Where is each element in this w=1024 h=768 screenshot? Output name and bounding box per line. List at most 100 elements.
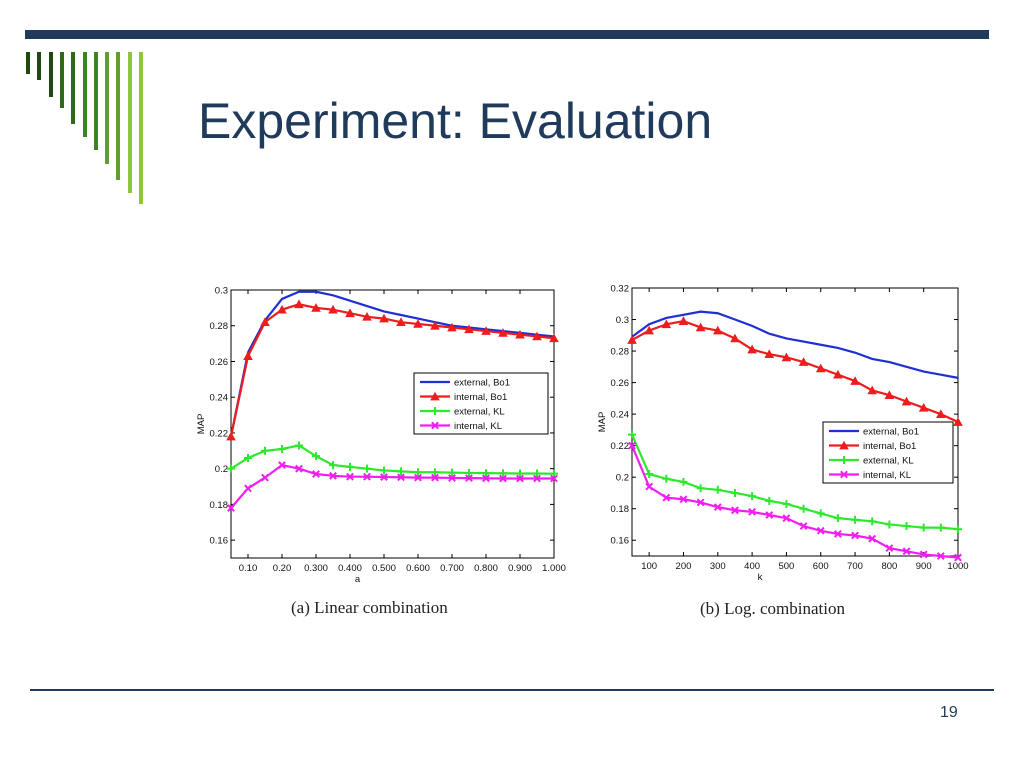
x-marker [448, 474, 456, 482]
plus-marker [312, 452, 320, 461]
slide-title: Experiment: Evaluation [198, 93, 713, 149]
stripe [71, 52, 76, 124]
series-internal-kl [628, 441, 962, 562]
x-marker [482, 474, 490, 483]
y-tick-label: 0.32 [611, 284, 630, 295]
plus-marker [765, 496, 774, 505]
triangle-marker [396, 317, 406, 326]
plus-marker [730, 488, 739, 497]
x-marker [278, 461, 286, 470]
x-marker [499, 474, 507, 483]
top-rule [25, 30, 989, 39]
triangle-marker [226, 431, 236, 441]
y-tick-label: 0.18 [210, 500, 229, 511]
x-tick-label: 1.000 [542, 563, 566, 574]
plus-marker [550, 469, 558, 478]
plus-marker [244, 453, 252, 462]
x-tick-label: 900 [916, 561, 932, 572]
x-tick-label: 800 [881, 561, 897, 572]
stripe [105, 52, 110, 164]
plus-marker [329, 461, 337, 470]
page-number: 19 [940, 704, 958, 721]
x-tick-label: 0.800 [474, 563, 498, 574]
triangle-marker [413, 319, 423, 328]
x-marker [885, 544, 894, 553]
y-tick-label: 0.2 [616, 473, 629, 484]
triangle-marker [362, 312, 372, 321]
x-tick-label: 0.600 [406, 563, 430, 574]
x-marker [261, 473, 269, 482]
x-marker [902, 547, 911, 556]
plus-marker [533, 469, 541, 478]
triangle-marker [379, 313, 389, 323]
stripe [116, 52, 121, 180]
legend-label: internal, Bo1 [454, 392, 507, 403]
triangle-marker [447, 322, 457, 332]
x-tick-label: 400 [744, 561, 760, 572]
legend-label: external, KL [454, 407, 505, 418]
triangle-marker [481, 326, 491, 335]
triangle-marker [678, 316, 689, 325]
y-tick-label: 0.28 [210, 321, 229, 332]
x-marker [533, 474, 541, 483]
y-tick-label: 0.24 [611, 410, 630, 421]
stripe [93, 52, 98, 150]
stripe [82, 52, 87, 137]
log-legend: external, Bo1 internal, Bo1 external, KL in… [822, 421, 954, 484]
triangle-marker [430, 320, 440, 330]
y-tick-label: 0.18 [611, 504, 630, 515]
x-tick-label: 0.900 [508, 563, 532, 574]
y-tick-label: 0.2 [215, 464, 228, 475]
stripe [26, 52, 30, 74]
plus-marker [295, 441, 303, 450]
plus-marker [919, 523, 928, 532]
x-tick-label: 1000 [947, 561, 968, 572]
plus-marker [431, 407, 439, 415]
plus-marker [902, 522, 911, 531]
y-tick-label: 0.22 [210, 428, 229, 439]
y-tick-label: 0.16 [210, 536, 229, 547]
triangle-marker [901, 396, 912, 406]
series-line [229, 303, 555, 437]
y-tick-label: 0.3 [215, 286, 228, 297]
x-tick-label: 700 [847, 561, 863, 572]
x-marker [363, 472, 371, 481]
triangle-marker [730, 333, 740, 343]
x-tick-label: 0.400 [338, 563, 362, 574]
plus-marker [840, 456, 848, 464]
triangle-marker [839, 440, 849, 450]
series-line [230, 463, 554, 509]
triangle-marker [798, 357, 809, 366]
log-chart: 0.16 0.18 0.2 0.22 0.24 0.26 0.28 0.3 0.32 100 200… [597, 284, 969, 584]
x-marker [550, 474, 558, 483]
series-line [229, 290, 555, 437]
plus-marker [662, 474, 671, 483]
x-marker [954, 553, 962, 562]
plus-marker [465, 468, 473, 477]
triangle-marker [712, 325, 723, 335]
plus-marker [936, 523, 945, 532]
y-tick-label: 0.28 [611, 347, 630, 358]
x-marker [851, 531, 859, 540]
y-tick-label: 0.26 [611, 378, 630, 389]
series-external-bo1 [229, 290, 555, 437]
legend-label: external, Bo1 [454, 378, 510, 389]
legend-label: internal, KL [863, 470, 911, 481]
x-marker [380, 473, 388, 481]
x-marker [748, 507, 757, 516]
triangle-marker [661, 319, 672, 329]
stripe [37, 52, 42, 80]
y-tick-label: 0.24 [210, 393, 229, 404]
decorative-stripes [0, 0, 180, 220]
x-tick-label: 0.500 [372, 563, 396, 574]
legend-label: internal, KL [454, 421, 502, 432]
x-marker [731, 506, 739, 515]
linear-legend: external, Bo1 internal, Bo1 external, KL in… [413, 372, 549, 435]
x-marker [244, 484, 252, 493]
triangle-marker [695, 322, 706, 332]
triangle-marker [243, 351, 253, 360]
x-marker [799, 522, 808, 530]
triangle-marker [498, 328, 508, 337]
x-marker [346, 472, 354, 481]
x-tick-label: 300 [710, 561, 726, 572]
